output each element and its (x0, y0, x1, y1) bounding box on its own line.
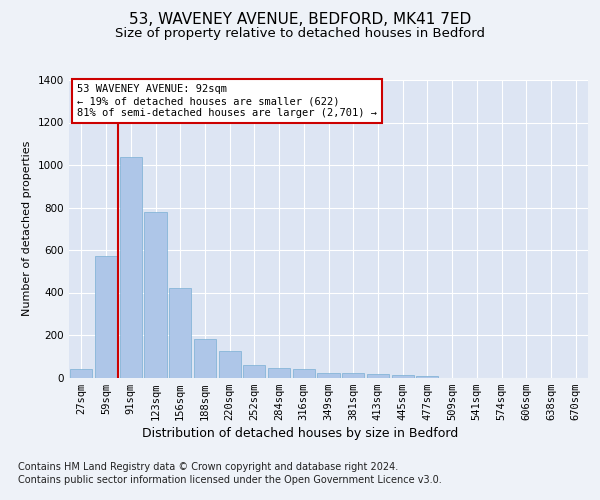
Text: 53 WAVENEY AVENUE: 92sqm
← 19% of detached houses are smaller (622)
81% of semi-: 53 WAVENEY AVENUE: 92sqm ← 19% of detach… (77, 84, 377, 117)
Bar (392, 376, 414, 378)
Bar (70, 369, 92, 378)
Bar (416, 376, 439, 378)
Bar (342, 373, 364, 378)
Text: Size of property relative to detached houses in Bedford: Size of property relative to detached ho… (115, 28, 485, 40)
Y-axis label: Number of detached properties: Number of detached properties (22, 141, 32, 316)
Bar (145, 212, 167, 378)
Bar (243, 365, 265, 378)
Bar (367, 374, 389, 378)
Text: 53, WAVENEY AVENUE, BEDFORD, MK41 7ED: 53, WAVENEY AVENUE, BEDFORD, MK41 7ED (129, 12, 471, 28)
Bar (169, 288, 191, 378)
Bar (317, 373, 340, 378)
Bar (268, 368, 290, 378)
Bar (293, 369, 315, 378)
Bar (218, 351, 241, 378)
Text: Distribution of detached houses by size in Bedford: Distribution of detached houses by size … (142, 428, 458, 440)
Text: Contains public sector information licensed under the Open Government Licence v3: Contains public sector information licen… (18, 475, 442, 485)
Text: Contains HM Land Registry data © Crown copyright and database right 2024.: Contains HM Land Registry data © Crown c… (18, 462, 398, 472)
Bar (119, 156, 142, 378)
Bar (194, 339, 216, 378)
Bar (95, 256, 117, 378)
